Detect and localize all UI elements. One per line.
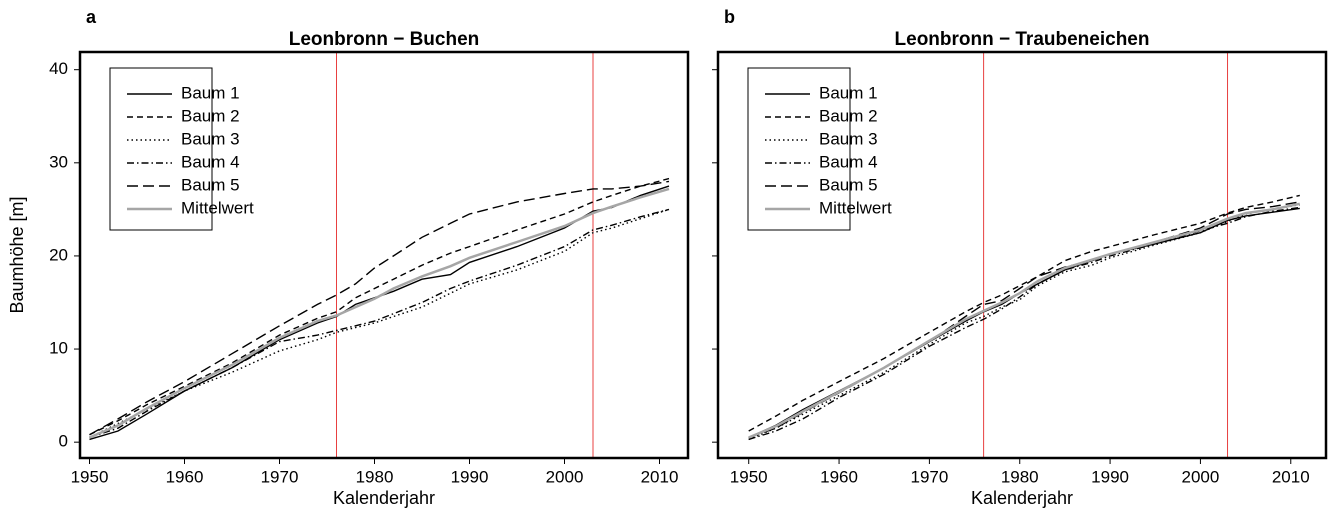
panel: a Leonbronn − Buchen 1950 1960 1970 1980 1990 2…: [7, 7, 690, 508]
legend-frame: [109, 67, 213, 231]
plot-frame: [78, 50, 690, 460]
legend-label: Baum 3: [819, 129, 878, 148]
x-axis-label: Kalenderjahr: [971, 488, 1073, 508]
series-line: [748, 202, 1301, 439]
series-line: [89, 180, 670, 436]
x-tick-label: 1980: [1001, 467, 1039, 486]
x-tick-label: 2010: [1272, 467, 1310, 486]
y-tick-label: 30: [49, 152, 68, 171]
legend-label: Baum 1: [181, 83, 240, 102]
chart-title: Leonbronn − Buchen: [289, 29, 480, 50]
series-line: [89, 177, 670, 436]
x-tick-label: 1970: [261, 467, 299, 486]
legend-frame: [747, 67, 851, 231]
x-tick-label: 2010: [641, 467, 679, 486]
series-line: [748, 207, 1300, 439]
x-tick-label: 1980: [356, 467, 394, 486]
plot-frame: [716, 50, 1328, 460]
x-tick-label: 1990: [1091, 467, 1129, 486]
legend-label: Baum 2: [819, 106, 878, 125]
legend: Baum 1 Baum 2 Baum 3 Baum 4 Baum 5 Mittelwert: [747, 67, 892, 231]
y-tick-label: 20: [49, 245, 68, 264]
legend-label: Baum 5: [181, 175, 240, 194]
legend-label: Baum 1: [819, 83, 878, 102]
x-tick-label: 1960: [820, 467, 858, 486]
panel: b Leonbronn − Traubeneichen 1950 1960 1970 19…: [712, 7, 1328, 508]
x-tick-label: 1960: [166, 467, 204, 486]
y-tick-label: 40: [49, 59, 68, 78]
legend-label: Mittelwert: [819, 198, 892, 217]
x-tick-label: 1990: [451, 467, 489, 486]
legend-label: Baum 4: [819, 152, 878, 171]
series-line: [748, 201, 1300, 439]
x-tick-label: 1970: [910, 467, 948, 486]
x-tick-label: 1950: [730, 467, 768, 486]
legend-label: Baum 2: [181, 106, 240, 125]
x-axis-label: Kalenderjahr: [333, 488, 435, 508]
legend-label: Baum 4: [181, 152, 240, 171]
series-line: [89, 187, 670, 439]
series-line: [89, 208, 670, 439]
series-line: [748, 194, 1300, 432]
y-tick-label: 10: [49, 339, 68, 358]
legend-label: Baum 3: [181, 129, 240, 148]
panel-label: a: [86, 7, 97, 27]
y-tick-label: 0: [59, 432, 68, 451]
legend-label: Baum 5: [819, 175, 878, 194]
x-tick-label: 2000: [1182, 467, 1220, 486]
series-line: [748, 204, 1300, 441]
legend: Baum 1 Baum 2 Baum 3 Baum 4 Baum 5 Mittelwert: [109, 67, 254, 231]
series-line: [748, 206, 1300, 441]
chart-title: Leonbronn − Traubeneichen: [895, 29, 1150, 50]
panel-label: b: [724, 7, 735, 27]
x-tick-label: 1950: [71, 467, 109, 486]
y-axis-label: Baumhöhe [m]: [7, 196, 27, 313]
series-line: [89, 208, 670, 439]
x-tick-label: 2000: [546, 467, 584, 486]
legend-label: Mittelwert: [181, 198, 254, 217]
